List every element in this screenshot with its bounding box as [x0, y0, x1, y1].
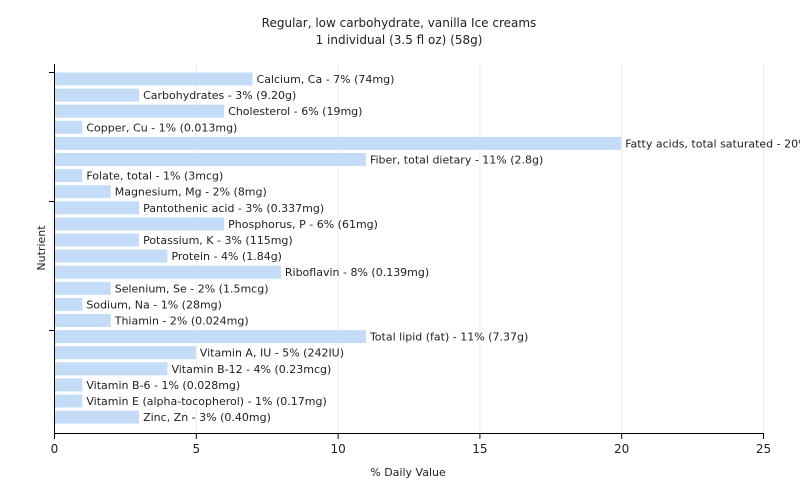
- grid-lines: [195, 64, 764, 433]
- bar: [54, 136, 622, 150]
- bar-label: Total lipid (fat) - 11% (7.37g): [369, 331, 528, 344]
- bar: [54, 410, 140, 424]
- bar-label: Cholesterol - 6% (19mg): [228, 105, 362, 118]
- bar-label: Zinc, Zn - 3% (0.40mg): [143, 411, 271, 424]
- bar: [54, 378, 83, 392]
- bar-labels: Calcium, Ca - 7% (74mg) Carbohydrates - 3…: [86, 73, 800, 424]
- bar: [54, 297, 83, 311]
- bar: [54, 153, 366, 166]
- bar: [54, 72, 253, 86]
- x-tick-label: 20: [614, 442, 629, 456]
- bar-label: Potassium, K - 3% (115mg): [143, 234, 293, 247]
- bars: [54, 72, 622, 424]
- bar-label: Vitamin A, IU - 5% (242IU): [200, 347, 344, 360]
- bar-label: Copper, Cu - 1% (0.013mg): [86, 121, 237, 134]
- bar: [54, 314, 111, 327]
- bar-label: Thiamin - 2% (0.024mg): [114, 315, 249, 328]
- bar: [54, 265, 281, 279]
- bar: [54, 330, 366, 344]
- bar-label: Magnesium, Mg - 2% (8mg): [115, 186, 267, 199]
- y-axis-title: Nutrient: [35, 225, 48, 271]
- x-tick-label: 0: [51, 442, 59, 456]
- bar: [54, 362, 168, 376]
- bar-label: Calcium, Ca - 7% (74mg): [257, 73, 395, 86]
- bar-label: Phosphorus, P - 6% (61mg): [228, 218, 378, 231]
- bar-label: Folate, total - 1% (3mcg): [86, 170, 223, 183]
- bar: [54, 233, 140, 247]
- bar: [54, 346, 196, 360]
- bar: [54, 394, 83, 408]
- bar-label: Sodium, Na - 1% (28mg): [86, 298, 222, 311]
- x-tick-label: 15: [472, 442, 487, 456]
- bar: [54, 88, 140, 102]
- x-tick-label: 5: [192, 442, 200, 456]
- bar: [54, 217, 225, 231]
- bar-label: Selenium, Se - 2% (1.5mcg): [115, 282, 269, 295]
- bar-label: Fiber, total dietary - 11% (2.8g): [370, 154, 543, 167]
- x-tick-label: 25: [756, 442, 771, 456]
- bar: [54, 249, 168, 263]
- x-tick-label: 10: [330, 442, 345, 456]
- bar-label: Fatty acids, total saturated - 20% (3.93…: [625, 137, 800, 150]
- bar-label: Vitamin E (alpha-tocopherol) - 1% (0.17m…: [86, 395, 326, 408]
- bar-label: Carbohydrates - 3% (9.20g): [143, 89, 296, 102]
- bar: [54, 120, 83, 134]
- bar: [54, 201, 140, 215]
- bar-label: Riboflavin - 8% (0.139mg): [285, 266, 429, 279]
- bar: [54, 185, 111, 199]
- bar-label: Vitamin B-12 - 4% (0.23mcg): [171, 363, 331, 376]
- bar: [54, 104, 225, 118]
- axes: 0 5 10 15 20 25: [49, 64, 771, 456]
- bar-label: Protein - 4% (1.84g): [171, 250, 282, 263]
- bar: [54, 281, 111, 295]
- chart-subtitle: 1 individual (3.5 fl oz) (58g): [316, 33, 483, 47]
- bar-label: Pantothenic acid - 3% (0.337mg): [143, 202, 324, 215]
- x-axis-title: % Daily Value: [370, 466, 446, 479]
- bar: [54, 169, 83, 183]
- chart-title: Regular, low carbohydrate, vanilla Ice c…: [262, 16, 537, 30]
- bar-label: Vitamin B-6 - 1% (0.028mg): [86, 379, 240, 392]
